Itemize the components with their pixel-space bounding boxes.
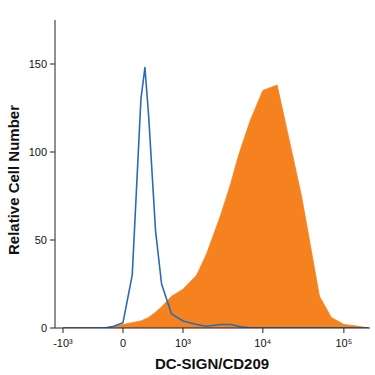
area-series <box>63 85 368 328</box>
x-tick <box>262 328 263 333</box>
x-tick <box>343 328 344 333</box>
x-tick-label: 10⁵ <box>335 337 352 349</box>
x-tick-label: 10³ <box>175 337 191 349</box>
x-axis-label: DC-SIGN/CD209 <box>155 355 269 372</box>
y-axis <box>55 20 56 328</box>
y-tick-label: 0 <box>41 322 47 334</box>
y-tick <box>50 328 55 329</box>
x-axis <box>55 328 370 329</box>
x-tick-label: -10³ <box>53 337 73 349</box>
x-tick-label: 0 <box>120 337 126 349</box>
y-tick-label: 150 <box>29 58 47 70</box>
plot-area <box>63 68 368 328</box>
y-tick <box>50 152 55 153</box>
y-tick-label: 50 <box>35 234 47 246</box>
x-tick-label: 10⁴ <box>254 337 271 349</box>
y-tick <box>50 64 55 65</box>
chart: 0 50 100 150 -10³ 0 10³ 10⁴ 10⁵ DC-SIGN/CD209 Rela… <box>0 0 375 375</box>
x-tick <box>182 328 183 333</box>
y-axis-label: Relative Cell Number <box>5 105 22 255</box>
x-tick <box>62 328 63 333</box>
y-tick-label: 100 <box>29 146 47 158</box>
line-series <box>63 68 368 328</box>
y-tick <box>50 240 55 241</box>
x-tick <box>122 328 123 333</box>
